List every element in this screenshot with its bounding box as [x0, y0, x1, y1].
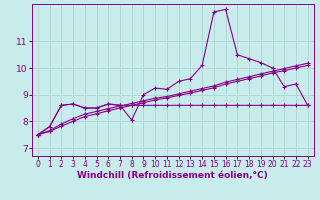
X-axis label: Windchill (Refroidissement éolien,°C): Windchill (Refroidissement éolien,°C): [77, 171, 268, 180]
